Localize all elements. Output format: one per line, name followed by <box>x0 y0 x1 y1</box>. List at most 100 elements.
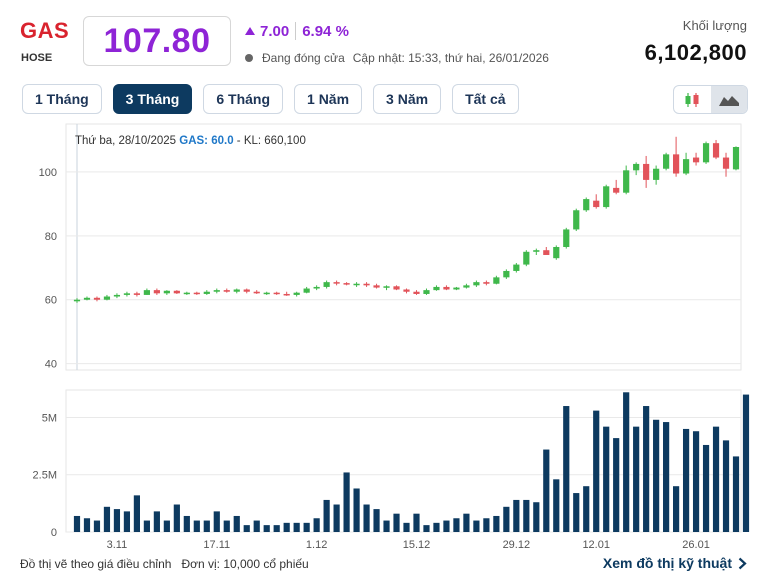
price-tick-label: 60 <box>45 295 57 307</box>
price-chart[interactable]: 40 60 80 100 0 2.5M 5M 3.11 17.11 1.12 15.12 29.12… <box>0 118 769 556</box>
candle-body <box>293 292 300 295</box>
candle-body <box>423 290 430 294</box>
candle-body <box>353 283 360 286</box>
tab-all[interactable]: Tất cả <box>452 84 519 114</box>
candle-body <box>223 290 230 292</box>
volume-bar <box>103 506 111 532</box>
volume-bar <box>653 419 660 532</box>
volume-bar <box>313 518 320 532</box>
candle-body <box>493 277 500 284</box>
tab-3-months[interactable]: 3 Tháng <box>112 84 193 114</box>
candle-body <box>103 296 111 300</box>
price-tick-label: 100 <box>39 167 57 179</box>
candle-body <box>563 229 570 247</box>
volume-bar <box>493 515 500 532</box>
volume-bar <box>453 518 460 532</box>
candle-body <box>123 293 131 295</box>
candle-body <box>643 163 650 180</box>
candle-body <box>513 264 520 271</box>
candle-body <box>523 251 530 265</box>
candle-body <box>712 143 720 158</box>
candle-body <box>553 247 560 259</box>
x-tick-label: 1.12 <box>306 539 327 551</box>
candle-body <box>183 292 190 295</box>
candle-body <box>173 290 180 294</box>
volume-bar <box>373 509 380 532</box>
candle-body <box>383 286 390 288</box>
volume-bar <box>233 515 240 532</box>
unit-note: Đơn vị: 10,000 cổ phiếu <box>181 557 309 571</box>
up-arrow-icon <box>245 27 255 35</box>
tab-3-years[interactable]: 3 Năm <box>373 84 442 114</box>
volume-label: Khối lượng <box>682 18 747 33</box>
volume-bar <box>603 426 610 532</box>
market-status: Đang đóng cửa Cập nhật: 15:33, thứ hai, … <box>245 51 549 65</box>
volume-bar <box>513 499 520 532</box>
candle-body <box>273 292 280 295</box>
tab-1-month[interactable]: 1 Tháng <box>22 84 102 114</box>
candle-body <box>283 293 290 296</box>
candle-body <box>623 170 630 193</box>
candle-body <box>613 187 620 193</box>
candle-body <box>692 157 700 163</box>
change-divider <box>295 22 297 40</box>
volume-bar <box>153 511 160 532</box>
candle-body <box>433 286 440 291</box>
volume-bar <box>483 518 490 532</box>
change-percent: 6.94 % <box>302 22 349 40</box>
candle-body <box>163 290 170 294</box>
volume-bar <box>643 406 650 532</box>
x-tick-layer: 3.11 17.11 1.12 15.12 29.12 12.01 26.01 <box>107 539 710 551</box>
volume-tick-label: 0 <box>51 527 57 539</box>
price-box: 107.80 <box>83 16 231 66</box>
volume-bar <box>473 520 480 532</box>
candle-body <box>323 282 330 287</box>
candle-body <box>663 154 670 169</box>
candle-body <box>233 289 240 292</box>
volume-bar <box>173 504 180 532</box>
candle-layer <box>73 136 740 303</box>
area-chart-button[interactable] <box>710 86 747 113</box>
candle-body <box>503 270 510 278</box>
volume-bar <box>673 486 680 532</box>
volume-bar <box>303 522 310 532</box>
tooltip-volume: - KL: 660,100 <box>237 135 306 147</box>
volume-bar <box>463 513 470 532</box>
grid-layer <box>65 123 742 533</box>
candle-body <box>453 287 460 290</box>
update-time: Cập nhật: 15:33, thứ hai, 26/01/2026 <box>352 51 549 65</box>
tab-6-months[interactable]: 6 Tháng <box>203 84 284 114</box>
volume-bar <box>633 426 640 532</box>
price-change: 7.00 6.94 % <box>245 22 349 40</box>
volume-bar <box>692 431 700 532</box>
tab-1-year[interactable]: 1 Năm <box>294 84 363 114</box>
volume-panel-frame <box>65 389 742 533</box>
volume-bar <box>253 520 260 532</box>
volume-bar <box>123 511 131 532</box>
candle-body <box>483 282 490 284</box>
volume-bar <box>273 525 280 532</box>
volume-bar <box>403 522 410 532</box>
candlestick-button[interactable] <box>674 86 711 113</box>
volume-value: 6,102,800 <box>644 40 747 65</box>
volume-bar <box>623 392 630 532</box>
x-tick-label: 29.12 <box>503 539 531 551</box>
candle-body <box>673 154 680 174</box>
adjusted-price-note: Đồ thị vẽ theo giá điều chỉnh <box>20 557 172 571</box>
status-dot-icon <box>245 54 253 62</box>
candle-body <box>263 292 270 295</box>
price-panel-frame <box>65 123 742 371</box>
candle-body <box>633 163 640 171</box>
x-tick-label: 3.11 <box>107 539 128 551</box>
technical-chart-link[interactable]: Xem đồ thị kỹ thuật <box>603 555 747 571</box>
candle-body <box>653 168 660 180</box>
volume-bar <box>663 422 670 532</box>
volume-bar <box>113 509 121 532</box>
volume-bar <box>423 525 430 532</box>
current-price: 107.80 <box>103 21 211 60</box>
candle-body <box>213 290 220 292</box>
volume-bar <box>732 456 740 532</box>
candle-body <box>573 210 580 230</box>
candle-body <box>313 286 320 289</box>
volume-bar <box>163 520 170 532</box>
